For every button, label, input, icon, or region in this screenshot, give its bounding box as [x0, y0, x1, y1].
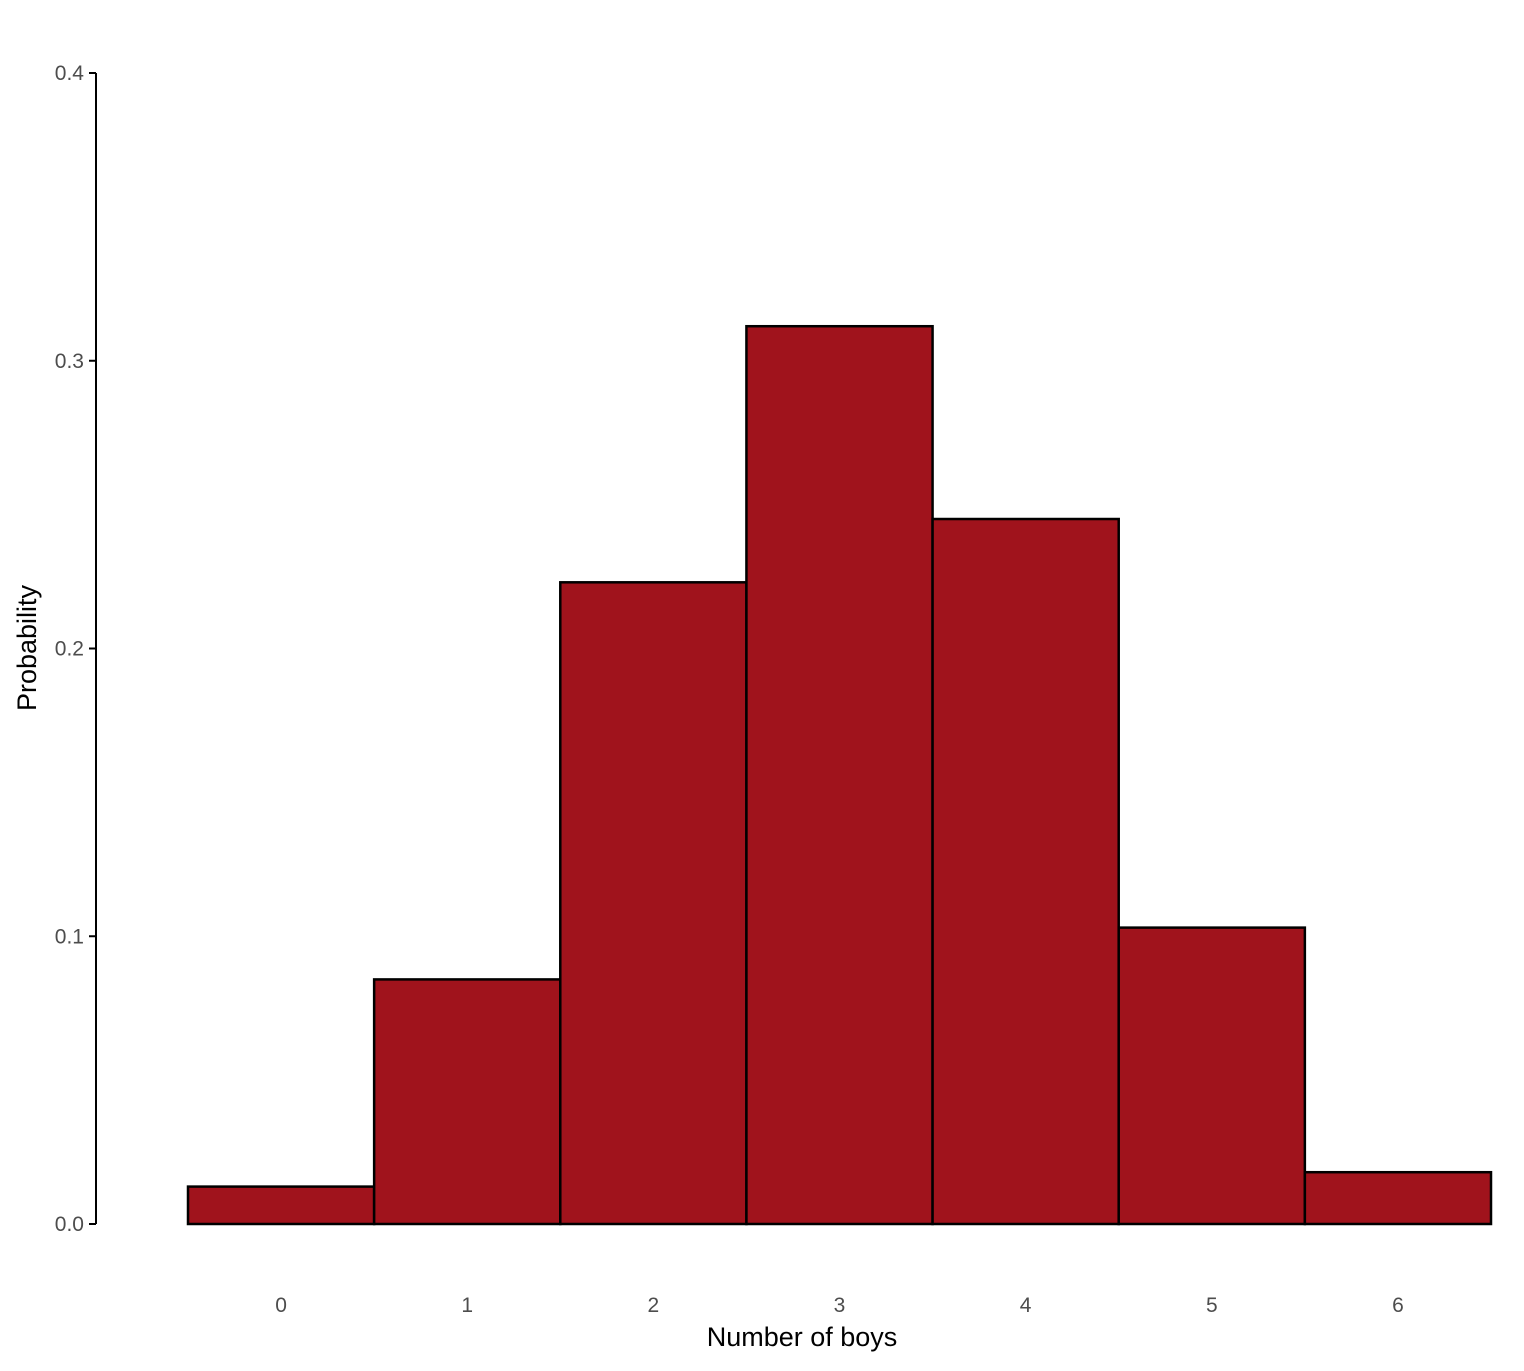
y-axis: 0.0 0.1 0.2 0.3 0.4	[55, 62, 97, 1236]
x-tick-label: 5	[1206, 1294, 1218, 1317]
bar-5	[1117, 926, 1307, 1226]
x-tick-label: 1	[461, 1294, 473, 1317]
x-tick-label: 6	[1392, 1294, 1404, 1317]
x-axis-title: Number of boys	[707, 1322, 898, 1352]
bar-2	[559, 581, 748, 1226]
bars	[186, 324, 1493, 1226]
y-axis-title: Probability	[12, 584, 42, 711]
y-tick-label: 0.4	[55, 62, 85, 85]
y-tick-label: 0.2	[55, 638, 84, 661]
y-tick-label: 0.0	[55, 1213, 84, 1236]
x-tick-label: 3	[834, 1294, 846, 1317]
y-tick-label: 0.1	[55, 925, 84, 948]
y-tick-label: 0.3	[55, 350, 84, 373]
x-axis: 0 1 2 3 4 5 6	[275, 1294, 1404, 1317]
x-tick-label: 4	[1020, 1294, 1032, 1317]
bar-3	[745, 324, 934, 1226]
x-tick-label: 2	[648, 1294, 660, 1317]
bar-6	[1303, 1170, 1493, 1226]
bar-1	[372, 978, 562, 1226]
bar-0	[186, 1185, 376, 1226]
x-tick-label: 0	[275, 1294, 287, 1317]
bar-4	[931, 517, 1120, 1226]
